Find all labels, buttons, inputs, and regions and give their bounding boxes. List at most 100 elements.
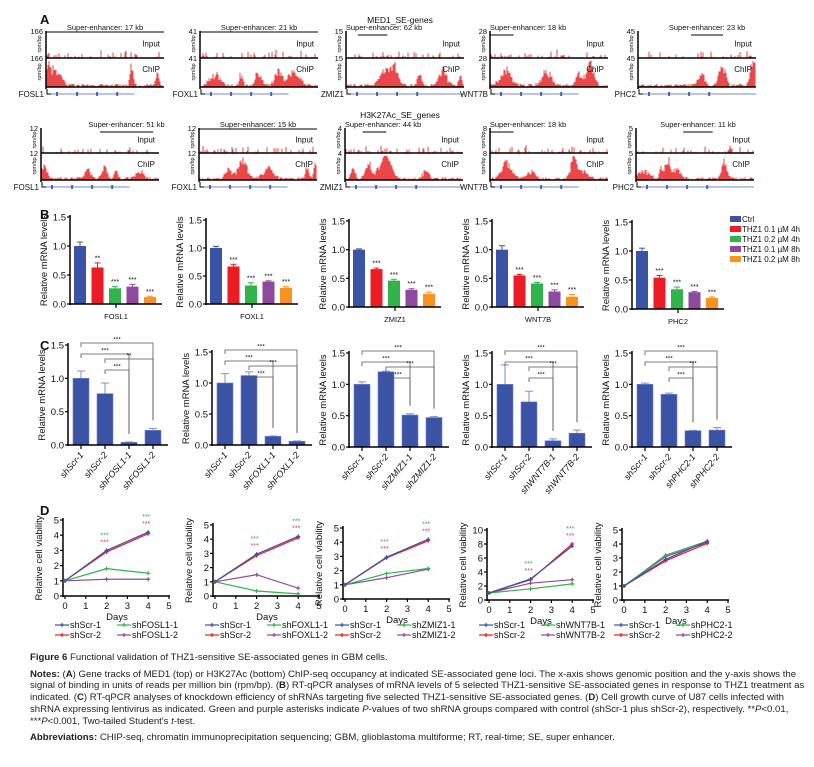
track-group-title: MED1_SE-genes bbox=[367, 15, 433, 25]
exon bbox=[415, 185, 418, 189]
significance-label: *** bbox=[550, 282, 558, 289]
y-tick-label: 5 bbox=[54, 516, 59, 527]
x-tick-label: 1 bbox=[233, 601, 238, 612]
x-tick-label: 2 bbox=[104, 601, 109, 612]
bar bbox=[423, 293, 435, 307]
caption-text: P bbox=[755, 703, 762, 715]
y-unit-label: rpm/bp bbox=[481, 131, 487, 148]
y-tick-label: 0 bbox=[478, 596, 483, 607]
y-unit-label: rpm/bp bbox=[481, 63, 487, 80]
significance-label: *** bbox=[537, 345, 545, 352]
significance-green: *** bbox=[525, 561, 533, 568]
ymax-label: 15 bbox=[335, 27, 343, 36]
ymax-label: 5 bbox=[629, 149, 633, 158]
bar bbox=[544, 440, 562, 448]
caption-text: -values of two shRNA groups compared wit… bbox=[368, 703, 756, 715]
data-point bbox=[426, 566, 431, 571]
significance-purple: *** bbox=[566, 533, 574, 540]
y-tick-label: 1 bbox=[204, 577, 209, 588]
exon bbox=[395, 185, 398, 189]
legend-label: shZMIZ1-1 bbox=[412, 620, 456, 630]
significance-green: *** bbox=[101, 532, 109, 539]
significance-label: *** bbox=[533, 275, 541, 282]
chip-label: ChIP bbox=[586, 160, 604, 169]
exon bbox=[249, 185, 252, 189]
exon bbox=[540, 185, 543, 189]
legend-label: shFOXL1-1 bbox=[282, 620, 328, 630]
y-tick-label: 4 bbox=[613, 540, 618, 551]
caption-notes: Notes: (A) Gene tracks of MED1 (top) or … bbox=[30, 669, 805, 728]
chip-label: ChIP bbox=[295, 160, 313, 169]
x-axis-label: ZMIZ1 bbox=[384, 315, 406, 324]
exon bbox=[666, 185, 669, 189]
caption-text: <0.001, Two-tailed Student's bbox=[47, 715, 172, 727]
exon bbox=[210, 92, 212, 96]
tss-arrow-icon bbox=[490, 182, 495, 188]
input-signal bbox=[490, 49, 607, 58]
legend-label: THZ1 0.2 µM 4h bbox=[742, 235, 800, 244]
significance-label: *** bbox=[245, 355, 253, 362]
exon bbox=[270, 92, 273, 96]
ymax-label: 12 bbox=[30, 149, 38, 158]
tss-arrow-icon bbox=[636, 182, 641, 188]
data-point bbox=[104, 548, 109, 553]
y-axis-label: Relative mRNA levels bbox=[461, 354, 472, 446]
significance-bracket bbox=[528, 377, 554, 431]
super-enhancer-label: Super-enhancer: 23 kb bbox=[669, 23, 745, 32]
y-axis-label: Relative mRNA levels bbox=[318, 218, 329, 310]
y-unit-label: rpm/bp bbox=[191, 63, 197, 80]
legend-label: shZMIZ1-2 bbox=[412, 630, 456, 640]
significance-bracket bbox=[361, 350, 435, 409]
y-tick-label: 1.0 bbox=[475, 380, 488, 391]
data-point bbox=[384, 555, 389, 560]
legend-marker bbox=[340, 623, 344, 627]
bar-chart-c-shphc2: shScr-1shScr-2shPHC2-1shPHC2-2**********… bbox=[601, 345, 732, 490]
y-unit-label: rpm/bp bbox=[337, 35, 343, 52]
y-tick-label: 0.0 bbox=[189, 300, 202, 311]
line-chart-d-shfosl1: 0 1 2 3 4 5 0 1 2 3 4 5 Relative cell viability Days *… bbox=[34, 514, 178, 640]
exon bbox=[111, 185, 114, 189]
significance-bracket bbox=[248, 376, 274, 429]
caption-text: <0.01, *** bbox=[30, 703, 789, 727]
input-signal bbox=[354, 51, 461, 58]
bar bbox=[377, 371, 395, 448]
significance-purple: *** bbox=[101, 539, 109, 546]
caption-title: Figure 6 Functional validation of THZ1-s… bbox=[30, 652, 805, 664]
bar-chart-c-shfoxl1: shScr-1shScr-2shFOXL1-1shFOXL1-2********… bbox=[181, 344, 312, 492]
significance-label: *** bbox=[128, 277, 136, 284]
super-enhancer-label: Super-enhancer: 18 kb bbox=[490, 23, 566, 32]
x-axis-label: Days bbox=[106, 612, 128, 623]
y-tick-label: 0.5 bbox=[53, 271, 66, 282]
significance-purple: *** bbox=[525, 568, 533, 575]
x-axis-label: FOXL1 bbox=[240, 312, 264, 321]
y-tick-label: 1.5 bbox=[195, 348, 208, 359]
bar bbox=[706, 297, 718, 309]
significance-green: *** bbox=[381, 539, 389, 546]
legend-label: shScr-2 bbox=[220, 630, 251, 640]
y-unit-label: rpm/bp bbox=[191, 35, 197, 52]
x-tick-label: 3 bbox=[405, 604, 410, 615]
bar bbox=[353, 384, 371, 448]
legend-marker bbox=[60, 623, 64, 627]
data-point bbox=[570, 544, 575, 549]
legend-marker bbox=[210, 633, 214, 637]
significance-bracket bbox=[224, 349, 298, 433]
y-axis-label: Relative mRNA levels bbox=[181, 353, 192, 445]
legend-marker bbox=[402, 623, 406, 627]
legend-label: THZ1 0.1 µM 4h bbox=[742, 225, 800, 234]
caption-text: ( bbox=[62, 668, 66, 680]
significance-label: *** bbox=[673, 280, 681, 287]
gene-name: PHC2 bbox=[615, 90, 637, 99]
caption-text: -test. bbox=[173, 715, 196, 727]
input-label: Input bbox=[295, 136, 314, 145]
y-unit-label: rpm/bp bbox=[37, 35, 43, 52]
significance-bracket bbox=[104, 358, 154, 421]
legend-marker bbox=[210, 623, 214, 627]
data-point bbox=[254, 572, 259, 577]
exon bbox=[91, 185, 94, 189]
y-tick-label: 5 bbox=[334, 524, 339, 535]
